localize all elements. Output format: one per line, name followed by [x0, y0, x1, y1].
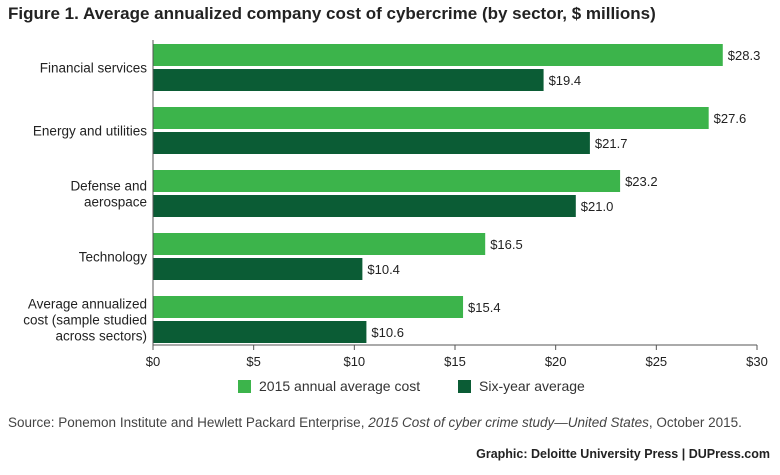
source-note: Source: Ponemon Institute and Hewlett Pa… — [8, 415, 742, 430]
category-label-4-line-2: across sectors) — [55, 329, 147, 344]
chart-title: Figure 1. Average annualized company cos… — [8, 4, 656, 23]
data-label-six-year-0: $19.4 — [549, 73, 582, 88]
bar-six-year-3 — [153, 258, 363, 280]
bar-six-year-2 — [153, 195, 576, 217]
data-label-six-year-3: $10.4 — [367, 262, 400, 277]
data-label-2015-3: $16.5 — [490, 237, 523, 252]
bar-2015-1 — [153, 107, 709, 129]
category-label-3-line-0: Technology — [79, 250, 148, 265]
source-prefix: Source: Ponemon Institute and Hewlett Pa… — [8, 415, 369, 430]
data-label-2015-1: $27.6 — [714, 111, 747, 126]
bar-2015-3 — [153, 233, 486, 255]
category-label-2-line-0: Defense and — [70, 179, 147, 194]
data-label-2015-2: $23.2 — [625, 174, 658, 189]
x-tick-label-3: $15 — [444, 354, 466, 369]
credit-line: Graphic: Deloitte University Press | DUP… — [476, 447, 770, 461]
legend-item-2015: 2015 annual average cost — [238, 378, 420, 394]
x-tick-label-0: $0 — [146, 354, 160, 369]
data-label-2015-4: $15.4 — [468, 300, 501, 315]
x-tick-label-5: $25 — [645, 354, 667, 369]
bar-six-year-0 — [153, 69, 544, 91]
category-label-2-line-1: aerospace — [84, 195, 147, 210]
legend-label-2015: 2015 annual average cost — [259, 378, 421, 394]
bar-six-year-4 — [153, 321, 367, 343]
x-tick-label-4: $20 — [545, 354, 567, 369]
legend-swatch-six-year — [458, 379, 471, 393]
category-label-1-line-0: Energy and utilities — [33, 124, 147, 139]
data-label-six-year-4: $10.6 — [371, 325, 404, 340]
x-tick-label-1: $5 — [246, 354, 260, 369]
source-italic: 2015 Cost of cyber crime study—United St… — [368, 415, 649, 430]
bar-2015-4 — [153, 296, 464, 318]
x-tick-label-2: $10 — [343, 354, 365, 369]
legend-label-six-year: Six-year average — [479, 378, 585, 394]
category-label-4-line-0: Average annualized — [28, 297, 147, 312]
data-label-six-year-2: $21.0 — [581, 199, 614, 214]
x-tick-label-6: $30 — [746, 354, 768, 369]
bar-2015-2 — [153, 170, 621, 192]
category-label-4-line-1: cost (sample studied — [23, 313, 147, 328]
bar-2015-0 — [153, 44, 723, 66]
data-label-2015-0: $28.3 — [728, 48, 761, 63]
legend-swatch-2015 — [238, 379, 251, 393]
legend-item-six-year: Six-year average — [458, 378, 585, 394]
data-label-six-year-1: $21.7 — [595, 136, 628, 151]
bar-six-year-1 — [153, 132, 590, 154]
category-label-0-line-0: Financial services — [40, 61, 148, 76]
source-suffix: , October 2015. — [648, 415, 742, 430]
